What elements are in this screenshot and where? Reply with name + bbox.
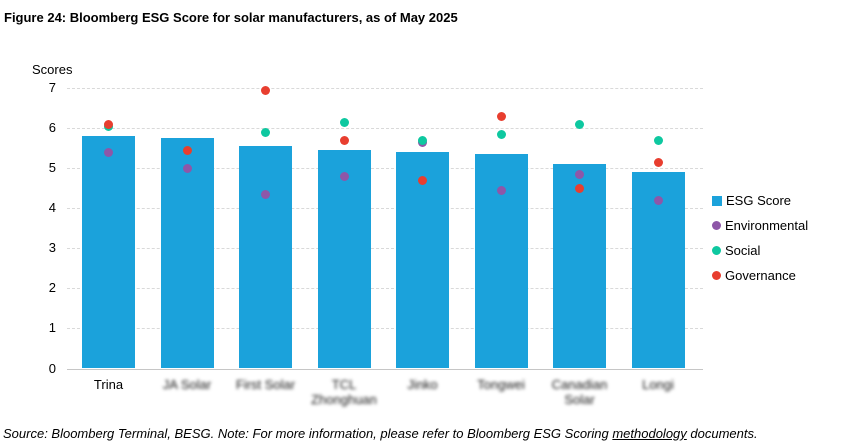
legend-marker-social-icon bbox=[712, 246, 721, 255]
dot-social-canadian-solar bbox=[575, 119, 584, 129]
legend-label-social: Social bbox=[725, 243, 761, 258]
dot-social-tongwei bbox=[496, 129, 506, 139]
x-tick-label-jinko: Jinko bbox=[407, 377, 438, 392]
bar-trina bbox=[82, 136, 135, 369]
bar-canadian-solar bbox=[553, 164, 606, 369]
gridline-y1 bbox=[67, 328, 703, 330]
gridline-y6 bbox=[67, 128, 703, 130]
dot-environmental-tcl-zhonghuan bbox=[339, 171, 349, 181]
dot-social-longi bbox=[653, 135, 663, 145]
y-tick-label-2: 2 bbox=[48, 280, 56, 296]
legend-item-social: Social bbox=[712, 238, 808, 263]
legend-marker-governance-icon bbox=[712, 271, 721, 280]
dot-governance-first-solar bbox=[261, 85, 270, 95]
x-tick-label-trina: Trina bbox=[93, 377, 124, 392]
bar-jinko bbox=[396, 152, 449, 369]
x-tick-label-canadian-solar: Canadian Solar bbox=[551, 377, 608, 407]
bar-ja-solar bbox=[160, 138, 214, 369]
dot-environmental-canadian-solar bbox=[575, 169, 584, 179]
bar-first-solar bbox=[239, 146, 292, 369]
dot-governance-canadian-solar bbox=[575, 183, 584, 193]
dot-governance-tcl-zhonghuan bbox=[339, 135, 349, 145]
methodology-link[interactable]: methodology bbox=[612, 426, 687, 441]
gridline-y2 bbox=[67, 288, 703, 290]
y-tick-label-7: 7 bbox=[48, 80, 56, 96]
legend-label-environmental: Environmental bbox=[725, 218, 809, 233]
gridline-y4 bbox=[67, 208, 703, 210]
legend-marker-esg-score-icon bbox=[712, 195, 722, 206]
figure-title: Figure 24: Bloomberg ESG Score for solar… bbox=[4, 10, 458, 25]
dot-governance-longi bbox=[653, 157, 663, 167]
y-tick-label-1: 1 bbox=[48, 320, 56, 336]
dot-governance-ja-solar bbox=[182, 145, 192, 155]
source-note-text: Source: Bloomberg Terminal, BESG. Note: … bbox=[3, 426, 613, 441]
legend-marker-environmental-icon bbox=[712, 221, 721, 230]
dot-social-first-solar bbox=[261, 127, 270, 137]
gridline-y5 bbox=[67, 168, 703, 170]
legend-label-governance: Governance bbox=[725, 268, 796, 283]
x-tick-label-tongwei: Tongwei bbox=[477, 377, 525, 392]
source-note-suffix: documents. bbox=[686, 426, 758, 441]
dot-governance-jinko bbox=[418, 175, 427, 185]
bar-tcl-zhonghuan bbox=[317, 150, 371, 369]
gridline-y7 bbox=[67, 88, 703, 90]
y-tick-label-6: 6 bbox=[48, 120, 56, 136]
dot-social-jinko bbox=[418, 135, 427, 145]
legend-item-environmental: Environmental bbox=[712, 213, 808, 238]
source-note: Source: Bloomberg Terminal, BESG. Note: … bbox=[3, 426, 849, 441]
x-tick-label-first-solar: First Solar bbox=[235, 377, 296, 392]
y-tick-label-5: 5 bbox=[48, 160, 56, 176]
x-tick-label-ja-solar: JA Solar bbox=[162, 377, 212, 392]
gridline-y0 bbox=[67, 368, 703, 370]
y-axis-label: Scores bbox=[32, 62, 73, 77]
x-tick-label-tcl-zhonghuan: TCL Zhonghuan bbox=[311, 377, 377, 407]
legend: ESG Score Environmental Social Governance bbox=[712, 188, 808, 288]
legend-item-esg-score: ESG Score bbox=[712, 188, 808, 213]
x-tick-label-longi: Longi bbox=[642, 377, 674, 392]
dot-environmental-trina bbox=[104, 147, 113, 157]
y-tick-label-3: 3 bbox=[48, 240, 56, 256]
legend-item-governance: Governance bbox=[712, 263, 808, 288]
dot-environmental-tongwei bbox=[496, 185, 506, 195]
dot-environmental-ja-solar bbox=[182, 163, 192, 173]
bar-longi bbox=[631, 172, 685, 369]
y-tick-label-0: 0 bbox=[48, 360, 56, 376]
y-tick-label-4: 4 bbox=[48, 200, 56, 216]
legend-label-esg-score: ESG Score bbox=[726, 193, 792, 208]
dot-governance-trina bbox=[104, 119, 113, 129]
gridline-y3 bbox=[67, 248, 703, 250]
dot-environmental-first-solar bbox=[261, 189, 270, 199]
dot-environmental-longi bbox=[653, 195, 663, 205]
dot-governance-tongwei bbox=[496, 111, 506, 121]
dot-social-tcl-zhonghuan bbox=[339, 117, 349, 127]
